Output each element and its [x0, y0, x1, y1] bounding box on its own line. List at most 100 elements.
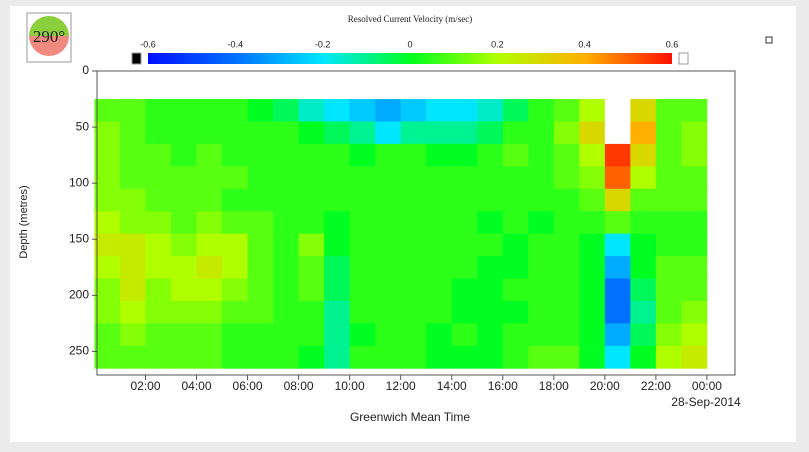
y-axis-label: Depth (metres) — [18, 185, 30, 258]
heat-cell — [604, 278, 631, 302]
heat-cell — [553, 300, 580, 324]
heat-cell — [171, 121, 197, 145]
heat-cell — [247, 121, 274, 145]
heat-cell — [426, 211, 453, 235]
heat-cell — [94, 121, 121, 145]
heat-cell — [681, 211, 708, 235]
y-tick-label: 250 — [69, 344, 89, 358]
heat-cell — [681, 323, 708, 347]
heat-cell — [273, 99, 300, 122]
heat-cell — [273, 166, 300, 190]
heat-cell — [655, 256, 682, 279]
heat-cell — [222, 166, 248, 190]
heat-cell — [604, 323, 631, 347]
heat-cell — [528, 99, 555, 122]
heat-cell — [222, 300, 248, 324]
heat-cell — [196, 300, 223, 324]
heat-cell — [400, 233, 427, 257]
heat-cell — [375, 166, 402, 190]
heat-cell — [349, 300, 376, 324]
heat-cell — [553, 121, 580, 145]
y-tick-label: 200 — [69, 288, 89, 302]
heat-cell — [196, 166, 223, 190]
heat-cell — [426, 166, 453, 190]
heat-cell — [324, 166, 351, 190]
heat-cell — [298, 99, 325, 122]
heat-cell — [247, 323, 274, 347]
x-axis-label: Greenwich Mean Time — [350, 410, 470, 424]
heat-cell — [451, 166, 478, 190]
heat-cell — [298, 188, 325, 212]
heat-cell — [681, 99, 708, 122]
heat-cell — [375, 233, 402, 257]
heat-cell — [196, 188, 223, 212]
heat-cell — [94, 256, 121, 279]
heat-cell — [375, 99, 402, 122]
heat-cell — [119, 278, 146, 302]
heat-cell — [579, 323, 606, 347]
heat-cell — [119, 211, 146, 235]
heat-cell — [119, 121, 146, 145]
heat-cell — [222, 233, 248, 257]
heat-cell — [400, 300, 427, 324]
heat-cell — [349, 256, 376, 279]
heat-cell — [94, 300, 121, 324]
x-tick-label: 18:00 — [539, 379, 569, 393]
heat-cell — [604, 143, 631, 167]
heat-cell — [528, 345, 555, 369]
heat-cell — [579, 233, 606, 257]
heat-cell — [655, 143, 682, 167]
heat-cell — [630, 256, 657, 279]
heat-cell — [630, 143, 657, 167]
heat-cell — [247, 143, 274, 167]
y-tick-label: 50 — [76, 119, 90, 133]
heat-cell — [145, 278, 172, 302]
heat-cell — [630, 99, 657, 122]
heat-cell — [502, 99, 529, 122]
heat-cell — [477, 166, 504, 190]
heat-cell — [579, 211, 606, 235]
heat-cell — [630, 121, 657, 145]
x-tick-label: 02:00 — [130, 379, 160, 393]
colorbar-over — [678, 52, 689, 65]
heat-cell — [349, 188, 376, 212]
heat-cell — [630, 188, 657, 212]
heat-cell — [553, 188, 580, 212]
heat-cell — [655, 300, 682, 324]
heat-cell — [553, 99, 580, 122]
heat-cell — [375, 211, 402, 235]
heat-cell — [630, 211, 657, 235]
heat-cell — [222, 143, 248, 167]
chart-title: Resolved Current Velocity (m/sec) — [348, 14, 473, 24]
heat-cell — [171, 278, 197, 302]
heat-cell — [579, 278, 606, 302]
heat-cell — [477, 300, 504, 324]
colorbar-under — [131, 52, 142, 65]
heat-cell — [579, 188, 606, 212]
heat-cell — [349, 278, 376, 302]
heat-cell — [528, 143, 555, 167]
heat-cell — [655, 233, 682, 257]
badge-bottom — [29, 36, 69, 56]
colorbar-tick-label: -0.6 — [140, 39, 156, 49]
heat-cell — [196, 233, 223, 257]
x-tick-label: 04:00 — [182, 379, 212, 393]
heat-cell — [196, 278, 223, 302]
heat-cell — [502, 166, 529, 190]
heat-cell — [145, 211, 172, 235]
heat-cell — [145, 143, 172, 167]
heat-cell — [579, 256, 606, 279]
heat-cell — [681, 188, 708, 212]
heat-cell — [502, 323, 529, 347]
heat-cell — [604, 188, 631, 212]
heat-cell — [477, 211, 504, 235]
heat-cell — [477, 345, 504, 369]
heat-cell — [604, 256, 631, 279]
heat-cell — [681, 300, 708, 324]
heat-cell — [630, 233, 657, 257]
heat-cell — [298, 345, 325, 369]
heat-cell — [553, 211, 580, 235]
heat-cell — [604, 345, 631, 369]
heat-cell — [400, 121, 427, 145]
heat-cell — [119, 300, 146, 324]
